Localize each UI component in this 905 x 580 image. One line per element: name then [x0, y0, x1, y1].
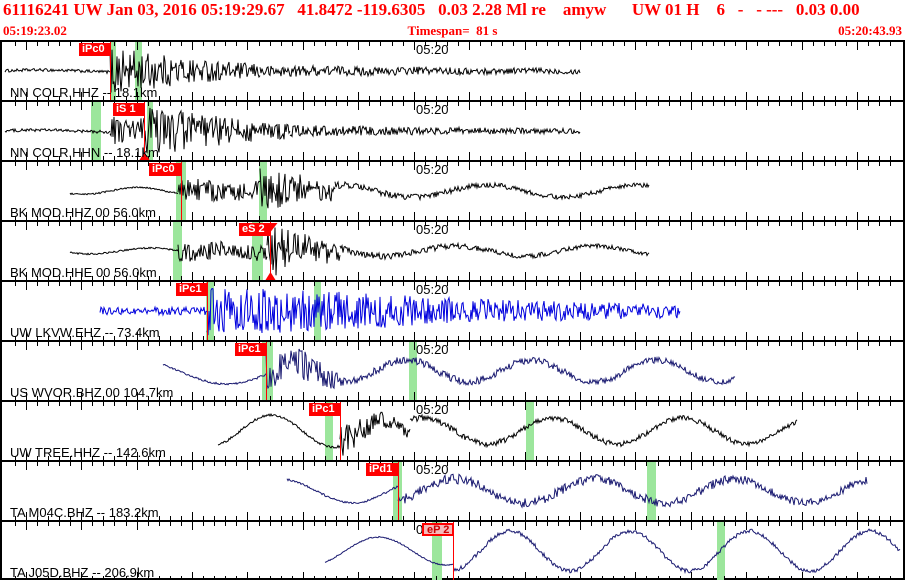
- time-ruler-ticks: [15, 462, 891, 520]
- waveform-canvas[interactable]: [2, 342, 903, 400]
- waveform-canvas[interactable]: [2, 42, 903, 100]
- phase-window-band: [252, 222, 263, 280]
- time-ruler-ticks: [15, 102, 891, 160]
- time-ruler-ticks: [15, 522, 891, 580]
- time-tick-label: 05:20: [416, 402, 449, 417]
- seismogram-trace: [69, 168, 650, 209]
- time-window-header: 05:19:23.02 Timespan= 81 s 05:20:43.93: [0, 23, 905, 39]
- phase-window-band: [526, 402, 534, 460]
- seismogram-trace: [99, 287, 681, 336]
- pick-marker-bottom: [139, 152, 150, 160]
- time-ruler-ticks: [15, 222, 891, 280]
- trace-panels-area: 05:20 iPc0 NN COLR.HHZ -- 18.1km 05:20 iS 1 N…: [0, 40, 905, 580]
- trace-panel-colr[interactable]: 05:20 iS 1 NN COLR.HHN -- 18.1km: [2, 100, 903, 160]
- time-ruler-ticks: [15, 402, 891, 460]
- phase-window-band: [393, 462, 402, 520]
- trace-label: TA J05D.BHZ -- 206.9km: [10, 565, 155, 580]
- event-header: 61116241 UW Jan 03, 2016 05:19:29.67 41.…: [3, 0, 860, 19]
- trace-panel-mod[interactable]: 05:20 iPc0 BK MOD.HHZ 00 56.0km: [2, 160, 903, 220]
- seismogram-trace: [69, 227, 650, 276]
- seismogram-trace: [4, 107, 581, 155]
- trace-label: UW LKVW.EHZ -- 73.4km: [10, 325, 160, 340]
- seismogram-trace: [4, 49, 581, 93]
- trace-label: UW TREE.HHZ -- 142.6km: [10, 445, 166, 460]
- time-tick-label: 05:20: [416, 102, 449, 117]
- pick-flag[interactable]: iPc1: [176, 283, 207, 296]
- waveform-canvas[interactable]: [2, 282, 903, 340]
- trace-panel-colr[interactable]: 05:20 iPc0 NN COLR.HHZ -- 18.1km: [2, 40, 903, 100]
- trace-label: NN COLR.HHN -- 18.1km: [10, 145, 159, 160]
- waveform-canvas[interactable]: [2, 462, 903, 520]
- timespan-label: Timespan= 81 s: [407, 23, 498, 38]
- pick-marker-top: [270, 223, 278, 232]
- time-ruler-ticks: [15, 342, 891, 400]
- trace-panel-m04c[interactable]: 05:20 iPd1 TA M04C.BHZ -- 183.2km: [2, 460, 903, 520]
- pick-flag[interactable]: iPd1: [366, 463, 398, 476]
- pick-flag[interactable]: iS 1: [113, 103, 144, 116]
- time-tick-label: 05:20: [416, 342, 449, 357]
- pick-flag[interactable]: iPc1: [309, 403, 340, 416]
- phase-window-band: [409, 342, 417, 400]
- trace-label: NN COLR.HHZ -- 18.1km: [10, 85, 158, 100]
- window-end-time: 05:20:43.93: [838, 23, 902, 38]
- trace-panel-j05d[interactable]: 05:20eP 2TA J05D.BHZ -- 206.9km: [2, 520, 903, 580]
- time-tick-label: 05:20: [416, 162, 449, 177]
- phase-window-band: [432, 522, 442, 580]
- waveform-canvas[interactable]: [2, 522, 903, 580]
- waveform-canvas[interactable]: [2, 222, 903, 280]
- trace-label: US WVOR.BHZ 00 104.7km: [10, 385, 174, 400]
- time-tick-label: 05:20: [416, 282, 449, 297]
- trace-panel-wvor[interactable]: 05:20 iPc1 US WVOR.BHZ 00 104.7km: [2, 340, 903, 400]
- waveform-canvas[interactable]: [2, 102, 903, 160]
- trace-label: BK MOD.HHE 00 56.0km: [10, 265, 157, 280]
- trace-panel-tree[interactable]: 05:20 iPc1 UW TREE.HHZ -- 142.6km: [2, 400, 903, 460]
- seismogram-trace: [324, 528, 901, 574]
- time-ruler-ticks: [15, 162, 891, 220]
- pick-flag[interactable]: iPc0: [79, 43, 110, 56]
- phase-window-band: [717, 522, 725, 580]
- trace-label: TA M04C.BHZ -- 183.2km: [10, 505, 159, 520]
- pick-flag[interactable]: eS 2: [239, 223, 270, 236]
- seismogram-trace: [162, 348, 736, 390]
- waveform-canvas[interactable]: [2, 402, 903, 460]
- trace-label: BK MOD.HHZ 00 56.0km: [10, 205, 156, 220]
- seismogram-trace: [217, 411, 798, 456]
- pick-flag[interactable]: eP 2: [422, 523, 455, 536]
- time-tick-label: 05:20: [416, 42, 449, 57]
- pick-flag[interactable]: iPc0: [149, 163, 181, 176]
- time-tick-label: 05:20: [416, 462, 449, 477]
- trace-panel-mod[interactable]: 05:20 eS 2 BK MOD.HHE 00 56.0km: [2, 220, 903, 280]
- phase-window-band: [647, 462, 656, 520]
- waveform-canvas[interactable]: [2, 162, 903, 220]
- phase-window-band: [325, 402, 333, 460]
- phase-window-band: [262, 342, 273, 400]
- time-ruler-ticks: [15, 282, 891, 340]
- time-ruler-ticks: [15, 42, 891, 100]
- time-tick-label: 05:20: [416, 222, 449, 237]
- pick-marker-bottom: [265, 272, 276, 280]
- trace-panel-lkvw[interactable]: 05:20 iPc1 UW LKVW.EHZ -- 73.4km: [2, 280, 903, 340]
- window-start-time: 05:19:23.02: [3, 23, 67, 38]
- seismogram-trace: [286, 473, 868, 509]
- pick-flag[interactable]: iPc1: [235, 343, 266, 356]
- phase-window-band: [147, 102, 153, 160]
- phase-window-band: [91, 102, 101, 160]
